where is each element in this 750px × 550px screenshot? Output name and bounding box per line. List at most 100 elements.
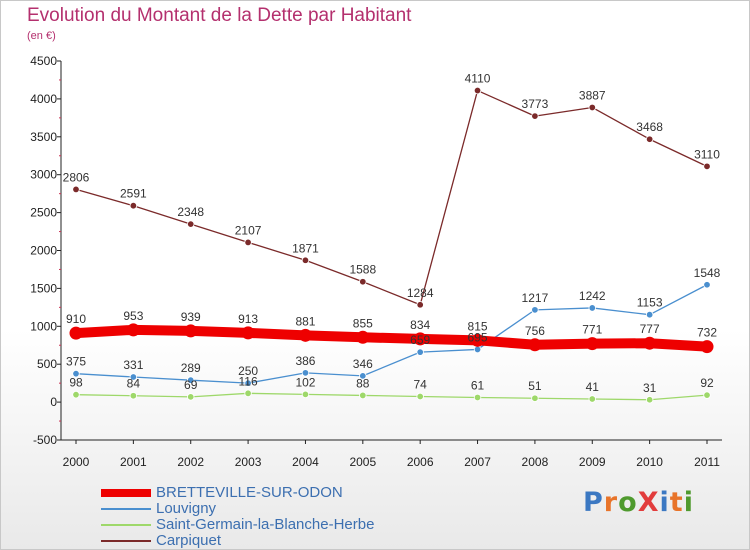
data-point	[301, 390, 310, 399]
legend-label: Louvigny	[156, 500, 217, 517]
data-point	[473, 86, 482, 95]
logo-letter: i	[659, 487, 670, 518]
x-tick-label: 2011	[694, 455, 720, 469]
data-point	[184, 324, 198, 338]
data-point	[72, 185, 80, 194]
data-label: 88	[356, 376, 370, 390]
x-tick-label: 2007	[464, 455, 491, 469]
legend-swatch	[101, 489, 151, 497]
data-point	[585, 337, 599, 351]
series-line	[71, 324, 712, 352]
data-label: 1871	[292, 241, 319, 255]
data-label: 386	[295, 354, 315, 368]
data-label: 375	[66, 355, 86, 369]
data-point	[356, 330, 370, 344]
data-point	[72, 369, 80, 378]
data-label: 31	[643, 381, 657, 395]
y-tick-label: 0	[50, 395, 57, 409]
y-tick-label: -500	[33, 433, 57, 447]
proxiti-logo: ProXiti	[583, 487, 694, 518]
chart-unit: (en €)	[27, 30, 56, 42]
data-label: 1548	[694, 266, 721, 280]
data-point	[413, 332, 427, 346]
data-point	[531, 394, 539, 402]
data-point	[416, 392, 424, 401]
data-label: 939	[181, 310, 201, 324]
logo-letter: P	[583, 487, 604, 518]
data-label: 3468	[636, 120, 663, 134]
data-label: 777	[640, 322, 660, 336]
x-tick-label: 2005	[349, 455, 376, 469]
data-point	[244, 389, 252, 398]
x-tick-label: 2004	[292, 455, 319, 469]
data-labels: 910 953 939 913 881 855 834 815 756 771 777 732 375 3…	[63, 72, 721, 395]
x-tick-label: 2003	[235, 455, 262, 469]
data-label: 61	[471, 378, 485, 392]
x-tick-label: 2010	[636, 455, 663, 469]
data-point	[645, 311, 654, 319]
data-point	[359, 278, 367, 286]
data-point	[298, 328, 312, 342]
data-point	[703, 281, 711, 289]
data-label: 4110	[465, 72, 491, 86]
data-label: 756	[525, 324, 545, 338]
x-tick-label: 2006	[407, 455, 434, 469]
data-point	[126, 323, 140, 337]
data-label: 659	[410, 333, 430, 347]
axes: -500 0 500 1000 1500 2000 2500 3000 3500 4000 4500…	[30, 54, 722, 469]
data-point	[588, 395, 596, 403]
series-line	[75, 89, 708, 306]
legend-swatch	[101, 508, 151, 510]
data-point	[531, 306, 539, 314]
data-point	[244, 238, 252, 247]
logo-letter: i	[683, 487, 694, 518]
data-label: 331	[123, 358, 143, 372]
data-point	[473, 393, 482, 402]
logo-letter: X	[637, 487, 660, 518]
series-line	[75, 284, 708, 384]
data-label: 1284	[407, 286, 434, 300]
data-label: 771	[582, 323, 602, 337]
data-label: 913	[238, 312, 258, 326]
data-point	[471, 333, 485, 347]
y-tick-label: 4500	[30, 54, 57, 68]
data-point	[645, 396, 654, 404]
data-point	[69, 326, 83, 340]
data-label: 1588	[349, 263, 376, 277]
data-point	[359, 391, 367, 400]
data-point	[588, 103, 596, 112]
data-point	[700, 340, 714, 354]
data-point	[187, 220, 195, 228]
data-label: 2591	[120, 187, 147, 201]
data-label: 1217	[522, 291, 549, 305]
x-tick-label: 2001	[120, 455, 147, 469]
data-point	[643, 336, 657, 350]
logo-letter: t	[669, 487, 684, 518]
data-label: 346	[353, 357, 373, 371]
data-point	[129, 202, 138, 210]
data-label: 3110	[694, 147, 720, 161]
legend-label: Saint-Germain-la-Blanche-Herbe	[156, 516, 375, 533]
data-point	[72, 390, 80, 399]
data-label: 2107	[235, 223, 262, 237]
data-point	[129, 392, 138, 400]
data-label: 2806	[63, 170, 90, 184]
x-tick-label: 2008	[522, 455, 549, 469]
data-label: 41	[586, 380, 600, 394]
data-point	[359, 372, 367, 380]
x-tick-label: 2000	[63, 455, 90, 469]
data-point	[473, 345, 482, 354]
data-point	[645, 135, 654, 143]
x-tick-label: 2009	[579, 455, 606, 469]
logo-letter: o	[618, 487, 638, 518]
data-label: 250	[238, 364, 258, 378]
data-point	[241, 326, 255, 340]
data-label: 3887	[579, 88, 606, 102]
data-label: 98	[69, 376, 83, 390]
data-label: 953	[123, 309, 143, 323]
data-label: 881	[295, 314, 315, 328]
x-tick-label: 2002	[177, 455, 204, 469]
y-tick-label: 500	[37, 357, 57, 371]
data-point	[703, 391, 711, 399]
data-point	[301, 256, 310, 264]
